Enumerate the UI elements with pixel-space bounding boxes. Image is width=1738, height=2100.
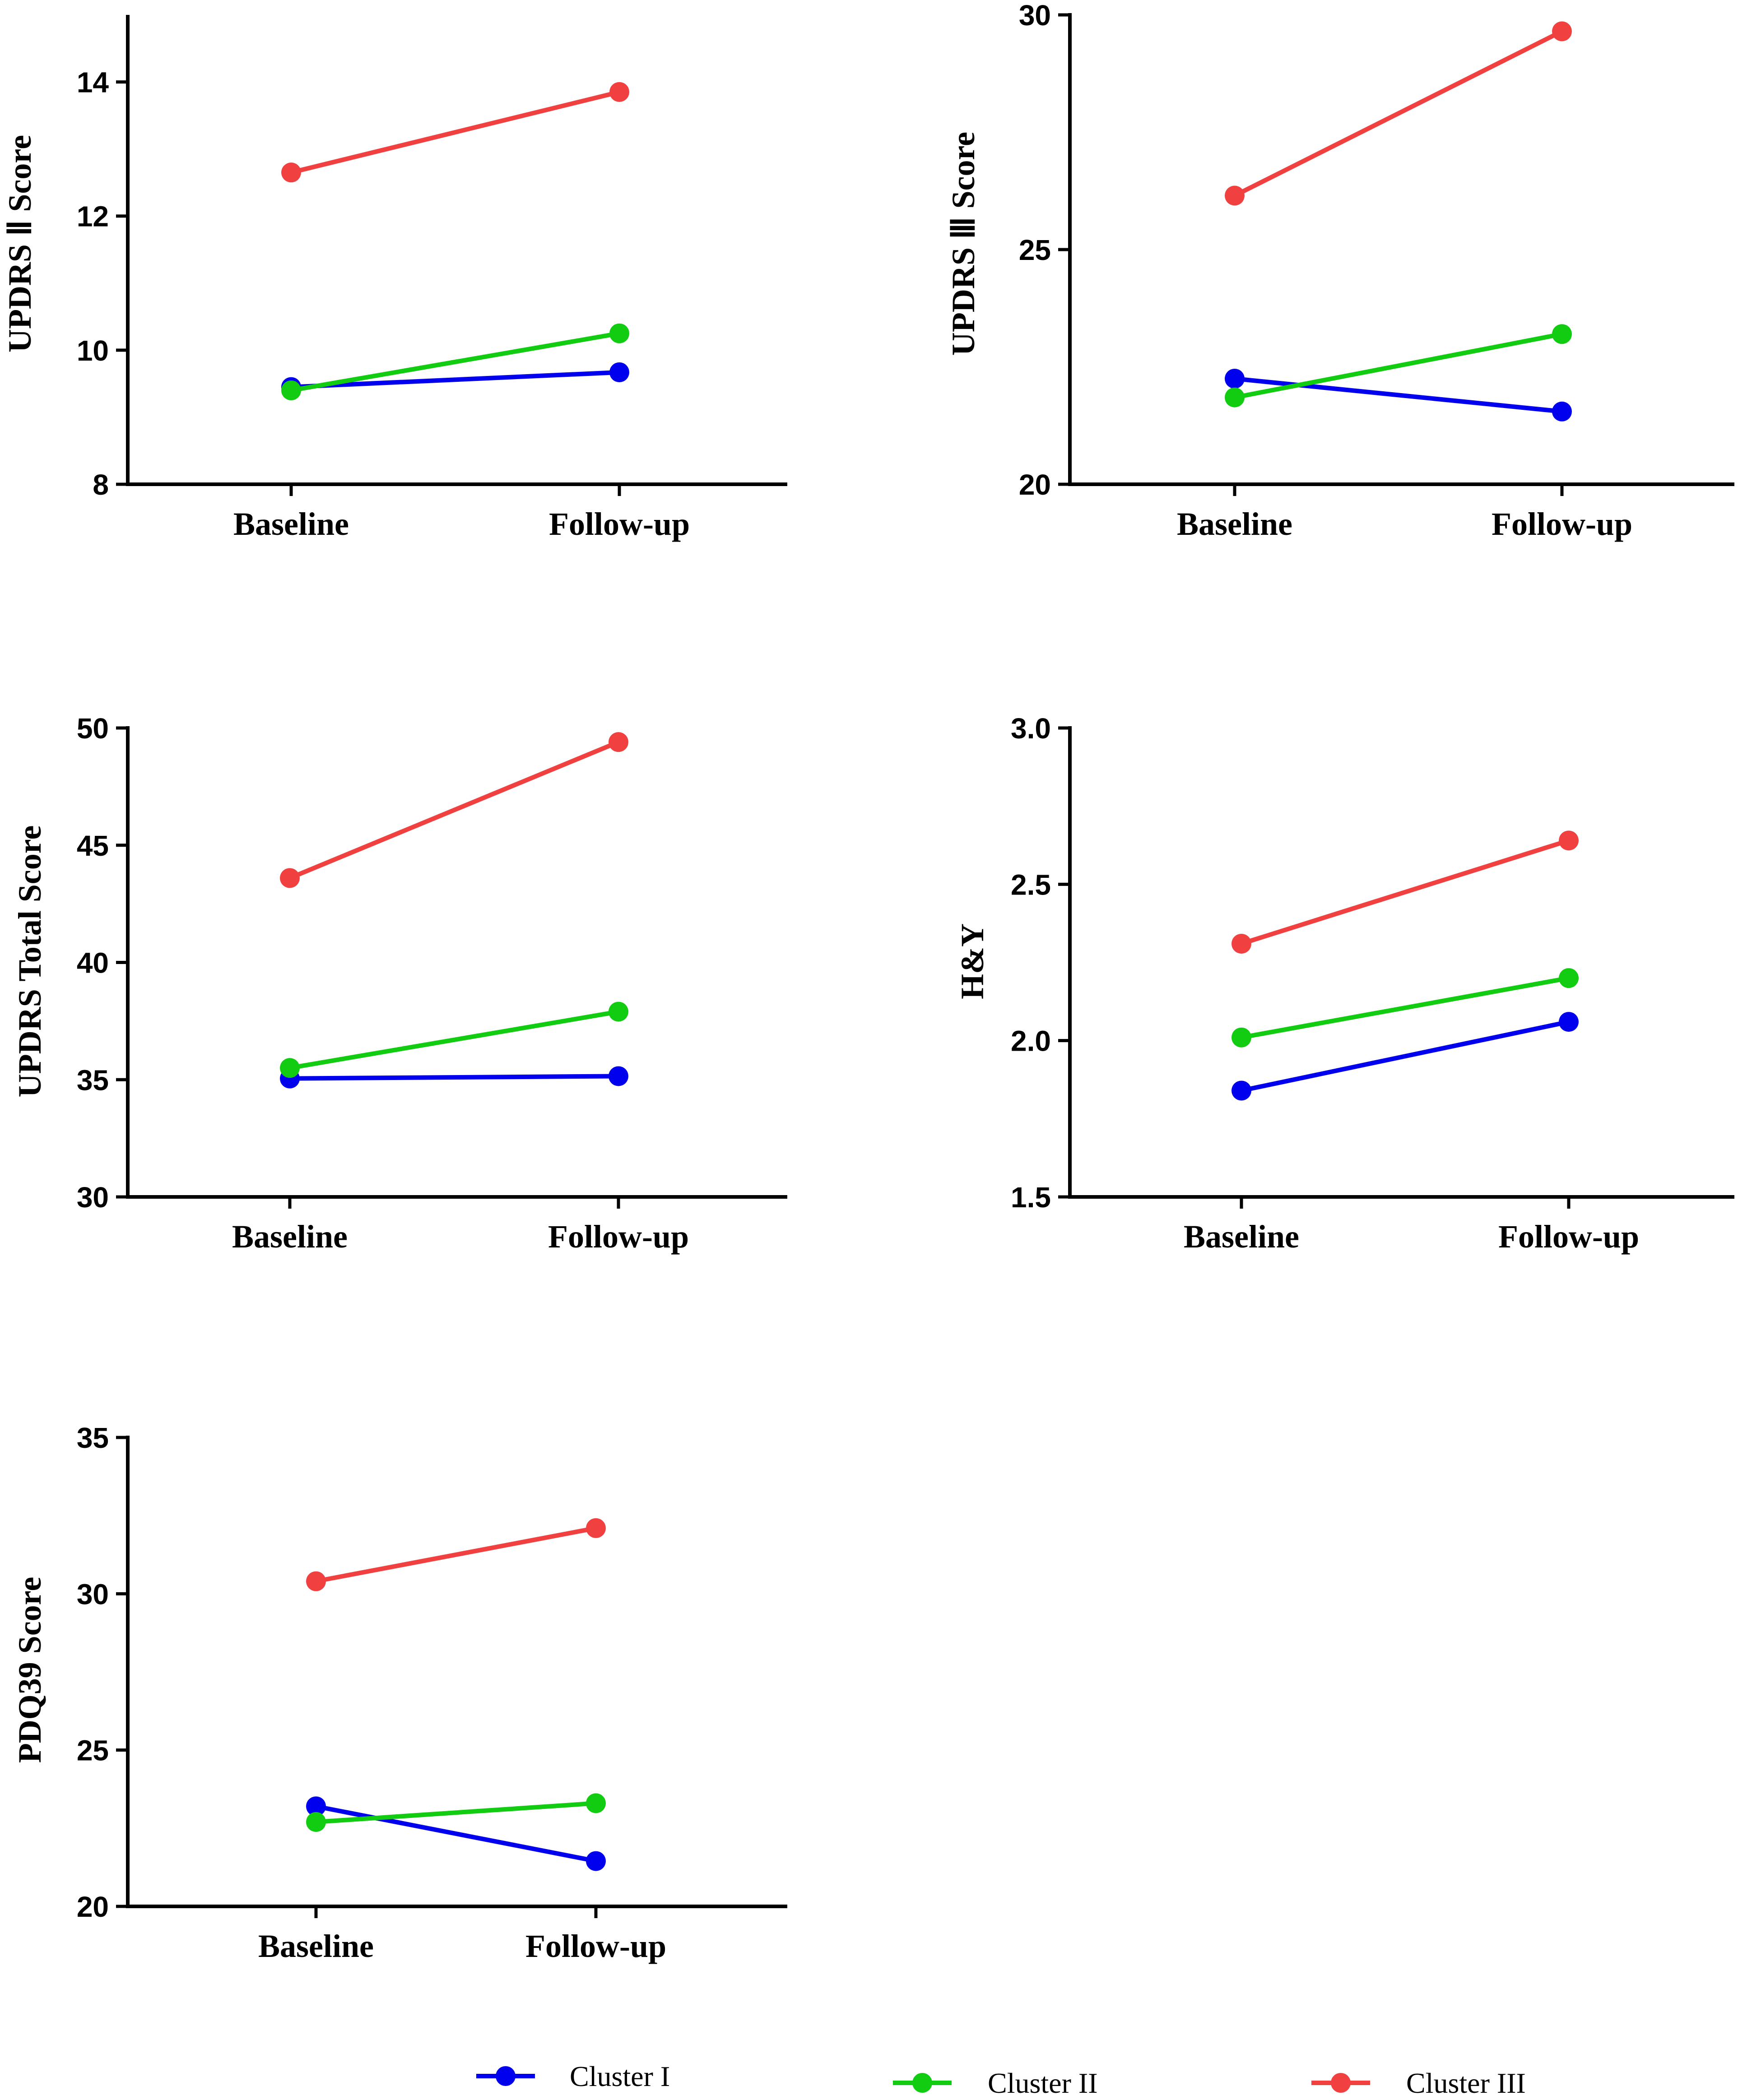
data-point-cluster-iii-baseline <box>280 868 300 888</box>
x-tick-label-follow-up: Follow-up <box>525 1928 666 1964</box>
y-tick-label: 45 <box>77 830 109 862</box>
series-line-cluster-ii <box>289 1009 619 1071</box>
chart-updrs3: 20 25 30 Baseline Follow-up UPDRS Ⅲ Score <box>945 0 1734 542</box>
data-point-cluster-i-baseline <box>306 1796 326 1817</box>
legend-item-cluster-ii: Cluster II <box>893 2067 1098 2099</box>
data-point-cluster-iii-follow-up <box>1552 21 1572 42</box>
series-line-cluster-i <box>289 1074 619 1081</box>
y-tick-label: 20 <box>1019 468 1051 501</box>
chart-updrs2: 8 10 12 14 Baseline Follow-up UPDRS Ⅱ Score <box>2 15 787 542</box>
series-line-cluster-iii <box>289 740 619 881</box>
data-point-cluster-ii-baseline <box>280 1058 300 1078</box>
data-point-cluster-ii-baseline <box>1231 1027 1251 1048</box>
data-point-cluster-iii-baseline <box>281 162 301 183</box>
data-point-cluster-i-baseline <box>1225 369 1245 389</box>
x-tick-label-baseline: Baseline <box>233 506 349 542</box>
x-tick-label-follow-up: Follow-up <box>549 506 690 542</box>
data-point-cluster-ii-follow-up <box>586 1793 606 1813</box>
legend-item-cluster-iii: Cluster III <box>1311 2067 1526 2099</box>
series-line-cluster-i <box>291 370 620 389</box>
series-line-cluster-iii <box>1233 29 1563 198</box>
data-point-cluster-iii-follow-up <box>609 732 628 752</box>
data-point-cluster-i-follow-up <box>586 1851 606 1871</box>
y-tick-label: 10 <box>77 334 109 367</box>
series-line-cluster-i <box>1241 1020 1570 1093</box>
series-line-cluster-ii <box>316 1801 596 1824</box>
y-tick-label: 20 <box>77 1891 109 1923</box>
y-tick-label: 40 <box>77 947 109 979</box>
data-point-cluster-i-follow-up <box>609 1066 628 1086</box>
x-tick-label-baseline: Baseline <box>232 1219 348 1255</box>
series-line-cluster-iii <box>290 90 620 175</box>
data-point-cluster-iii-follow-up <box>586 1518 606 1538</box>
y-tick-label: 35 <box>77 1422 109 1454</box>
series-line-cluster-i <box>316 1804 596 1864</box>
y-tick-label: 2.0 <box>1011 1025 1051 1057</box>
y-tick-label: 30 <box>77 1578 109 1610</box>
data-point-cluster-i-baseline <box>1231 1080 1251 1101</box>
series-line-cluster-iii <box>316 1525 596 1584</box>
data-point-cluster-iii-baseline <box>1231 933 1251 954</box>
legend-marker <box>496 2066 516 2086</box>
data-point-cluster-i-follow-up <box>1559 1012 1579 1032</box>
legend-marker <box>912 2073 932 2093</box>
data-point-cluster-ii-follow-up <box>609 1001 628 1022</box>
y-tick-label: 25 <box>77 1734 109 1767</box>
chart-hy: 1.5 2.0 2.5 3.0 Baseline Follow-up H&Y <box>954 712 1734 1255</box>
series-line-cluster-ii <box>1234 332 1562 400</box>
data-point-cluster-iii-follow-up <box>609 82 629 102</box>
data-point-cluster-ii-follow-up <box>1559 968 1579 988</box>
y-tick-label: 3.0 <box>1011 712 1051 745</box>
legend-label: Cluster I <box>570 2060 670 2092</box>
y-tick-label: 14 <box>77 66 109 99</box>
series-line-cluster-iii <box>1241 838 1570 946</box>
chart-updrs-total: 30 35 40 45 50 Baseline Follow-up UPDRS Total S… <box>12 712 787 1255</box>
y-axis-title: UPDRS Ⅲ Score <box>945 132 981 356</box>
x-tick-label-follow-up: Follow-up <box>1498 1219 1639 1255</box>
data-point-cluster-ii-follow-up <box>609 323 629 343</box>
y-tick-label: 30 <box>77 1181 109 1214</box>
legend: Cluster I Cluster II Cluster III <box>476 2060 1526 2099</box>
y-tick-label: 50 <box>77 712 109 745</box>
legend-label: Cluster II <box>988 2067 1098 2099</box>
y-tick-label: 25 <box>1019 234 1051 266</box>
series-line-cluster-i <box>1234 376 1562 414</box>
y-axis-title: UPDRS Total Score <box>12 825 48 1098</box>
data-point-cluster-iii-baseline <box>1225 185 1245 206</box>
data-point-cluster-ii-baseline <box>306 1812 326 1832</box>
y-axis-title: PDQ39 Score <box>12 1577 48 1763</box>
chart-pdq39: 20 25 30 35 Baseline Follow-up PDQ39 Score <box>12 1422 787 1964</box>
y-tick-label: 1.5 <box>1011 1181 1051 1214</box>
data-point-cluster-iii-follow-up <box>1559 830 1579 851</box>
y-tick-label: 12 <box>77 200 109 233</box>
legend-marker <box>1331 2073 1351 2093</box>
x-tick-label-follow-up: Follow-up <box>1492 506 1632 542</box>
data-point-cluster-iii-baseline <box>306 1571 326 1591</box>
y-tick-label: 30 <box>1019 0 1051 32</box>
data-point-cluster-ii-baseline <box>1225 387 1245 408</box>
legend-label: Cluster III <box>1406 2067 1526 2099</box>
data-point-cluster-i-follow-up <box>1552 401 1572 422</box>
legend-item-cluster-i: Cluster I <box>476 2060 670 2092</box>
series-line-cluster-ii <box>1241 976 1569 1040</box>
data-point-cluster-i-follow-up <box>609 362 629 382</box>
x-tick-label-follow-up: Follow-up <box>548 1219 689 1255</box>
y-axis-title: H&Y <box>954 923 990 999</box>
y-tick-label: 8 <box>93 468 109 501</box>
data-point-cluster-ii-follow-up <box>1552 324 1572 344</box>
data-point-cluster-ii-baseline <box>281 380 301 400</box>
x-tick-label-baseline: Baseline <box>1184 1219 1299 1255</box>
y-tick-label: 2.5 <box>1011 868 1051 901</box>
series-line-cluster-ii <box>291 331 620 393</box>
y-axis-title: UPDRS Ⅱ Score <box>2 135 38 352</box>
x-tick-label-baseline: Baseline <box>258 1928 374 1964</box>
x-tick-label-baseline: Baseline <box>1177 506 1292 542</box>
y-tick-label: 35 <box>77 1064 109 1096</box>
